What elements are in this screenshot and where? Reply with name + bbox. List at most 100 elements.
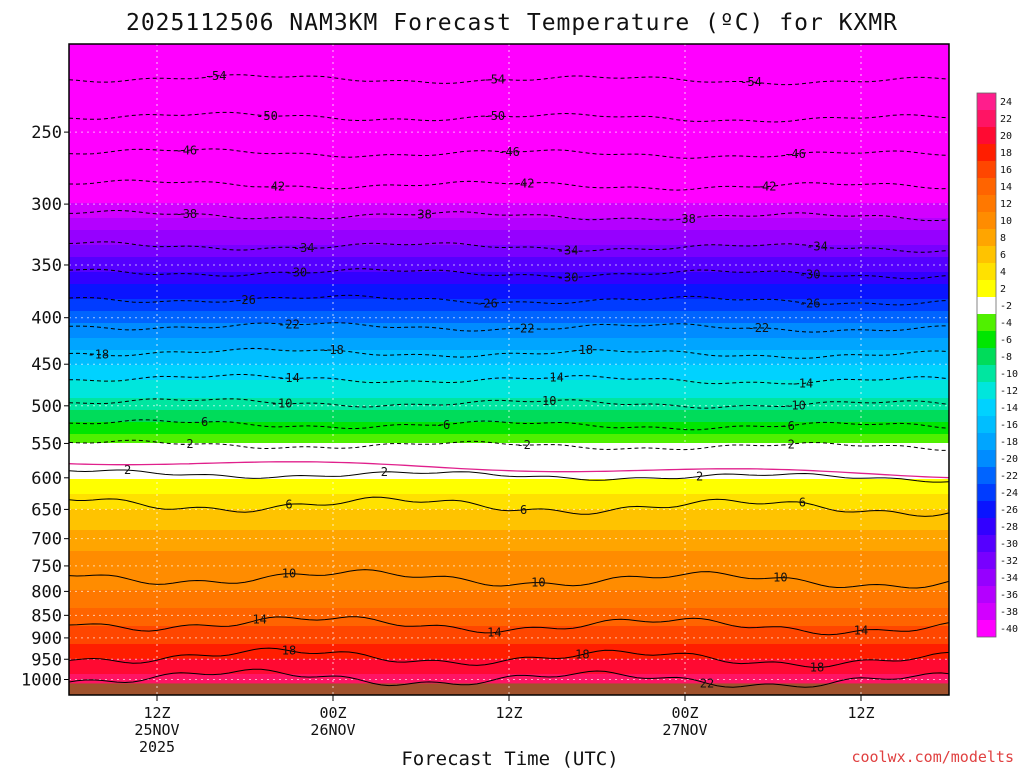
y-tick-label: 950: [31, 650, 62, 670]
temperature-band: [69, 401, 949, 405]
y-tick-label: 550: [31, 434, 62, 454]
temperature-band: [69, 287, 949, 291]
contour-label: -18: [87, 348, 109, 362]
temperature-band: [69, 653, 949, 657]
temperature-band: [69, 473, 949, 477]
temperature-band: [69, 215, 949, 219]
temperature-band: [69, 83, 949, 87]
contour-label: -38: [674, 212, 696, 226]
colorbar-label: 18: [1000, 148, 1012, 159]
colorbar-label: -26: [1000, 505, 1018, 516]
temperature-band: [69, 635, 949, 639]
contour-label: -26: [799, 297, 821, 311]
colorbar-legend: 24 22 20 18 16 14 12 10 8 6 4 2 -2 -4 -6 -8 -10 -12 -14 -16…: [976, 92, 1018, 638]
y-tick-label: 450: [31, 355, 62, 375]
colorbar-swatch: [977, 144, 996, 161]
temperature-band: [69, 47, 949, 51]
contour-label: -34: [293, 241, 315, 255]
contour-label: 2: [696, 469, 703, 483]
temperature-band: [69, 641, 949, 645]
y-axis: 250 300 350 400 450 500 550 600 650 700 750 800 850 9…: [21, 123, 69, 691]
temperature-band: [69, 449, 949, 453]
contour-label: 22: [700, 676, 714, 690]
contour-line: [68, 647, 950, 668]
temperature-band: [69, 347, 949, 351]
temperature-band: [69, 617, 949, 621]
temperature-band: [69, 233, 949, 237]
temperature-band: [69, 89, 949, 93]
x-tick-label: 00Z: [671, 704, 698, 722]
y-tick-label: 300: [31, 195, 62, 215]
colorbar-label: 2: [1000, 284, 1006, 295]
colorbar-swatch: [977, 331, 996, 348]
contour-label: 18: [575, 648, 589, 662]
colorbar-label: -24: [1000, 488, 1018, 499]
temperature-band: [69, 527, 949, 531]
temperature-band: [69, 599, 949, 603]
temperature-band: [69, 569, 949, 573]
credit-link[interactable]: coolwx.com/modelts: [851, 748, 1014, 766]
contour-label: -50: [483, 109, 505, 123]
colorbar-swatch: [977, 620, 996, 637]
contour-label: 14: [854, 623, 868, 637]
colorbar-swatch: [977, 212, 996, 229]
colorbar-swatch: [977, 178, 996, 195]
contour-label: -22: [278, 317, 300, 331]
contour-line: [68, 569, 950, 589]
contour-label: -30: [799, 267, 821, 281]
temperature-band: [69, 605, 949, 609]
temperature-band: [69, 293, 949, 297]
contour-line: [68, 347, 950, 359]
colorbar-swatch: [977, 263, 996, 280]
temperature-band: [69, 479, 949, 483]
temperature-band: [69, 329, 949, 333]
contour-label: -42: [263, 180, 285, 194]
temperature-band: [69, 119, 949, 123]
y-tick-label: 1000: [21, 671, 62, 691]
temperature-band: [69, 299, 949, 303]
contour-label: -54: [740, 75, 762, 89]
temperature-band: [69, 257, 949, 261]
colorbar-label: 8: [1000, 233, 1006, 244]
colorbar-swatch: [977, 484, 996, 501]
colorbar-swatch: [977, 195, 996, 212]
colorbar-swatch: [977, 450, 996, 467]
contour-label: -42: [755, 180, 777, 194]
colorbar-swatch: [977, 382, 996, 399]
contour-label: 10: [773, 571, 787, 585]
temperature-band: [69, 365, 949, 369]
temperature-band: [69, 551, 949, 555]
colorbar-label: -10: [1000, 369, 1018, 380]
colorbar-label: -2: [1000, 301, 1012, 312]
temperature-band: [69, 647, 949, 651]
colorbar-swatch: [977, 127, 996, 144]
colorbar-label: -34: [1000, 573, 1018, 584]
contour-label: 6: [520, 503, 527, 517]
y-tick-label: 700: [31, 530, 62, 550]
y-tick-label: 900: [31, 629, 62, 649]
colorbar-swatch: [977, 433, 996, 450]
colorbar-swatch: [977, 467, 996, 484]
contour-label: -10: [271, 397, 293, 411]
contour-label: -38: [175, 207, 197, 221]
contour-line: [68, 419, 950, 431]
temperature-band: [69, 623, 949, 627]
contour-line: [68, 469, 950, 483]
contour-label: -14: [791, 376, 813, 390]
x-tick-label: 00Z: [319, 704, 346, 722]
contour-label: -2: [780, 437, 794, 451]
temperature-band: [69, 407, 949, 411]
contour-line: [68, 322, 949, 333]
temperature-band: [69, 587, 949, 591]
contour-label: -22: [747, 321, 769, 335]
temperature-band: [69, 359, 949, 363]
colorbar-label: -36: [1000, 590, 1018, 601]
y-tick-label: 800: [31, 582, 62, 602]
temperature-band: [69, 107, 949, 111]
temperature-band: [69, 173, 949, 177]
colorbar-label: -6: [1000, 335, 1012, 346]
colorbar-swatch: [977, 246, 996, 263]
contour-label: 6: [799, 495, 806, 509]
temperature-band: [69, 245, 949, 249]
colorbar-label: -16: [1000, 420, 1018, 431]
